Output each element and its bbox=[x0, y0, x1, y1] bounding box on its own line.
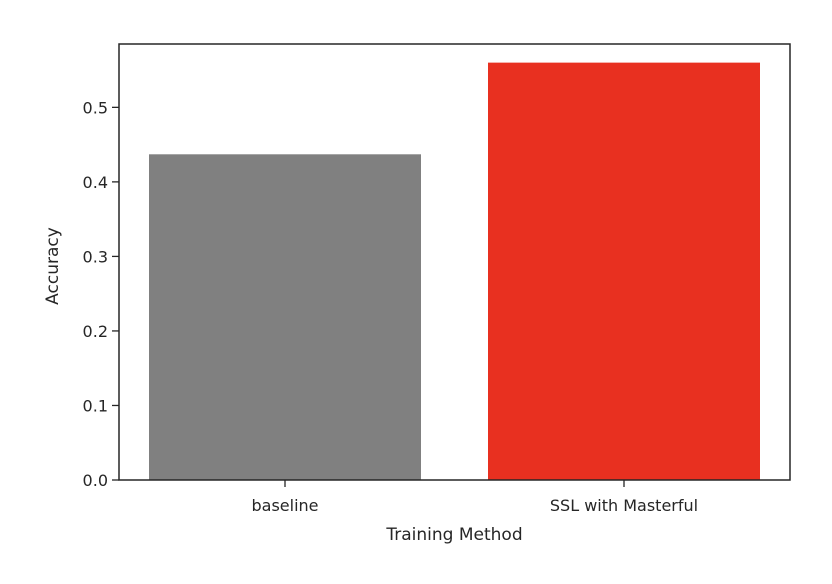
x-tick-label: baseline bbox=[251, 496, 318, 515]
bar-baseline bbox=[149, 154, 421, 481]
bars-layer bbox=[149, 62, 760, 481]
bar-ssl-with-masterful bbox=[488, 62, 760, 480]
y-axis-label: Accuracy bbox=[43, 227, 63, 305]
y-tick-label: 0.4 bbox=[83, 173, 108, 192]
y-tick-label: 0.0 bbox=[83, 471, 108, 490]
y-tick-label: 0.3 bbox=[83, 247, 108, 266]
axes-layer: 0.0 0.1 0.2 0.3 0.4 0.5 baseline SSL with Maste… bbox=[83, 43, 791, 515]
x-axis-label: Training Method bbox=[385, 525, 522, 545]
y-tick-label: 0.5 bbox=[83, 98, 108, 117]
labels-layer: Training Method Accuracy bbox=[43, 227, 523, 545]
x-tick-label: SSL with Masterful bbox=[550, 496, 698, 515]
y-tick-label: 0.2 bbox=[83, 322, 108, 341]
y-tick-label: 0.1 bbox=[83, 396, 108, 415]
plot-frame bbox=[118, 43, 791, 481]
